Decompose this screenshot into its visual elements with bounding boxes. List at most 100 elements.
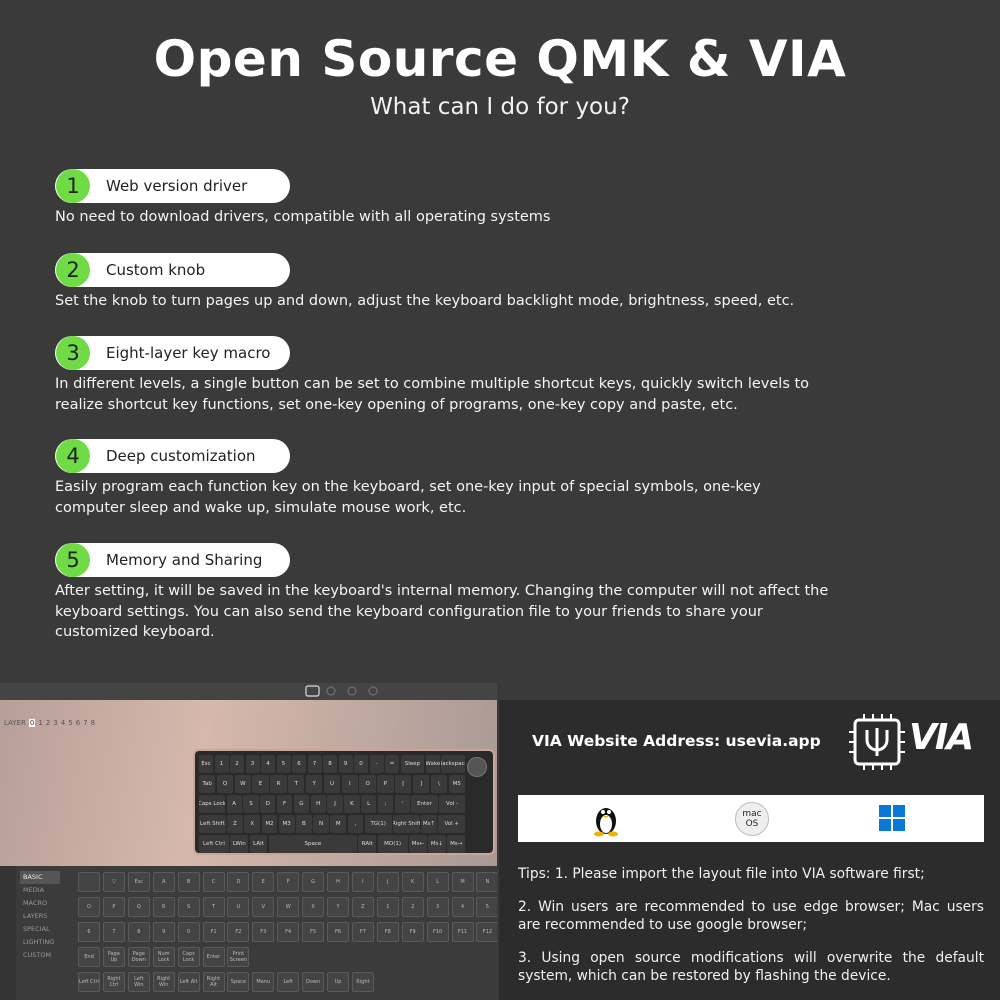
key[interactable]: -	[369, 755, 384, 773]
key[interactable]: 9	[338, 755, 353, 773]
key[interactable]: Left Ctrl	[199, 835, 229, 853]
keycode[interactable]: N	[476, 872, 497, 892]
keycode[interactable]: Num Lock	[152, 947, 175, 967]
key[interactable]: G	[293, 795, 310, 813]
key[interactable]: Sleep	[400, 755, 425, 773]
key[interactable]: 3	[245, 755, 260, 773]
layer-button[interactable]: 8	[90, 719, 96, 727]
keycode[interactable]: Space	[227, 972, 250, 992]
keycode[interactable]: 6	[78, 922, 100, 942]
menu-item[interactable]: MEDIA	[23, 886, 45, 894]
menu-item[interactable]: BASIC	[20, 871, 60, 884]
keycode[interactable]: Menu	[252, 972, 275, 992]
keycode[interactable]: C	[202, 872, 225, 892]
keycode[interactable]: 8	[127, 922, 150, 942]
key[interactable]: S	[243, 795, 259, 813]
key[interactable]: ;	[377, 795, 394, 813]
key[interactable]: M2	[261, 815, 278, 833]
keycode[interactable]: H	[327, 872, 349, 892]
key[interactable]: J	[327, 795, 343, 813]
keycode[interactable]: F10	[426, 922, 449, 942]
keycode[interactable]: 9	[152, 922, 175, 942]
key[interactable]: 8	[323, 755, 337, 773]
keycode[interactable]: F11	[451, 922, 474, 942]
menu-item[interactable]: LAYERS	[23, 912, 48, 920]
keycode[interactable]: I	[351, 872, 374, 892]
key[interactable]: 2	[230, 755, 244, 773]
keycode[interactable]: Page Down	[127, 947, 150, 967]
key[interactable]: Vol -	[439, 795, 466, 813]
keycode[interactable]: F	[277, 872, 300, 892]
key[interactable]: E	[252, 775, 269, 793]
keycode[interactable]: F9	[401, 922, 424, 942]
keycode[interactable]: F4	[277, 922, 300, 942]
keycode[interactable]: W	[277, 897, 300, 917]
keycode[interactable]: Up	[327, 972, 349, 992]
key[interactable]: 0	[354, 755, 368, 773]
key[interactable]: Left Shift	[199, 815, 226, 833]
keycode[interactable]: A	[152, 872, 175, 892]
key[interactable]: 1	[214, 755, 229, 773]
keycode[interactable]: 5	[476, 897, 497, 917]
key[interactable]: Ms↑	[421, 815, 437, 833]
keycode[interactable]: O	[78, 897, 100, 917]
keycode[interactable]: F6	[327, 922, 349, 942]
keycode[interactable]: 4	[451, 897, 474, 917]
key[interactable]: Tab	[199, 775, 216, 793]
key[interactable]: N	[313, 815, 329, 833]
layer-button[interactable]: 5	[68, 719, 73, 727]
key[interactable]: K	[344, 795, 360, 813]
key[interactable]: A	[226, 795, 242, 813]
keycode[interactable]: Esc	[127, 872, 150, 892]
keycode[interactable]: End	[78, 947, 100, 967]
key[interactable]: Backspace	[441, 755, 466, 773]
keycode[interactable]: 2	[401, 897, 424, 917]
keycode[interactable]: B	[177, 872, 200, 892]
keycode[interactable]: E	[252, 872, 275, 892]
key[interactable]: LAlt	[249, 835, 268, 853]
keycode[interactable]: Right Alt	[202, 972, 225, 992]
key[interactable]: '	[394, 795, 410, 813]
keycode[interactable]: F5	[302, 922, 325, 942]
keycode[interactable]: M	[451, 872, 474, 892]
keycode[interactable]: P	[102, 897, 125, 917]
key[interactable]: X	[244, 815, 261, 833]
key[interactable]: Q	[216, 775, 234, 793]
key[interactable]: Caps Lock	[199, 795, 226, 813]
keycode[interactable]: Left Alt	[177, 972, 200, 992]
layer-button[interactable]: 0	[28, 719, 36, 727]
key[interactable]: Ms→	[447, 835, 465, 853]
key[interactable]: Wake	[425, 755, 440, 773]
key[interactable]: Esc	[199, 755, 213, 773]
key[interactable]: M3	[278, 815, 295, 833]
layer-button[interactable]: 7	[83, 719, 88, 727]
key[interactable]: B	[296, 815, 312, 833]
keycode[interactable]: F3	[252, 922, 275, 942]
keycode[interactable]: U	[227, 897, 250, 917]
keycode[interactable]: Caps Lock	[177, 947, 200, 967]
key[interactable]: R	[270, 775, 287, 793]
keycode[interactable]: Down	[302, 972, 325, 992]
key[interactable]: Ms↓	[428, 835, 446, 853]
key[interactable]: T	[288, 775, 305, 793]
menu-item[interactable]: LIGHTING	[23, 938, 55, 946]
keycode[interactable]: F12	[476, 922, 497, 942]
keycode[interactable]: J	[376, 872, 399, 892]
keycode[interactable]: F7	[351, 922, 374, 942]
key[interactable]: Ms←	[409, 835, 427, 853]
key[interactable]: Z	[227, 815, 243, 833]
menu-item[interactable]: CUSTOM	[23, 951, 52, 959]
keycode[interactable]: Z	[351, 897, 374, 917]
keycode[interactable]: K	[401, 872, 424, 892]
keycode[interactable]: D	[227, 872, 250, 892]
key[interactable]: ,	[347, 815, 364, 833]
layer-button[interactable]: 1	[38, 719, 43, 727]
key[interactable]: LWin	[230, 835, 249, 853]
keycode[interactable]: V	[252, 897, 275, 917]
keycode[interactable]: F1	[202, 922, 225, 942]
key[interactable]: Right Shift	[393, 815, 420, 833]
key[interactable]: 6	[292, 755, 306, 773]
menu-item[interactable]: SPECIAL	[23, 925, 50, 933]
keycode[interactable]: Left	[277, 972, 300, 992]
key[interactable]: TG(1)	[364, 815, 392, 833]
